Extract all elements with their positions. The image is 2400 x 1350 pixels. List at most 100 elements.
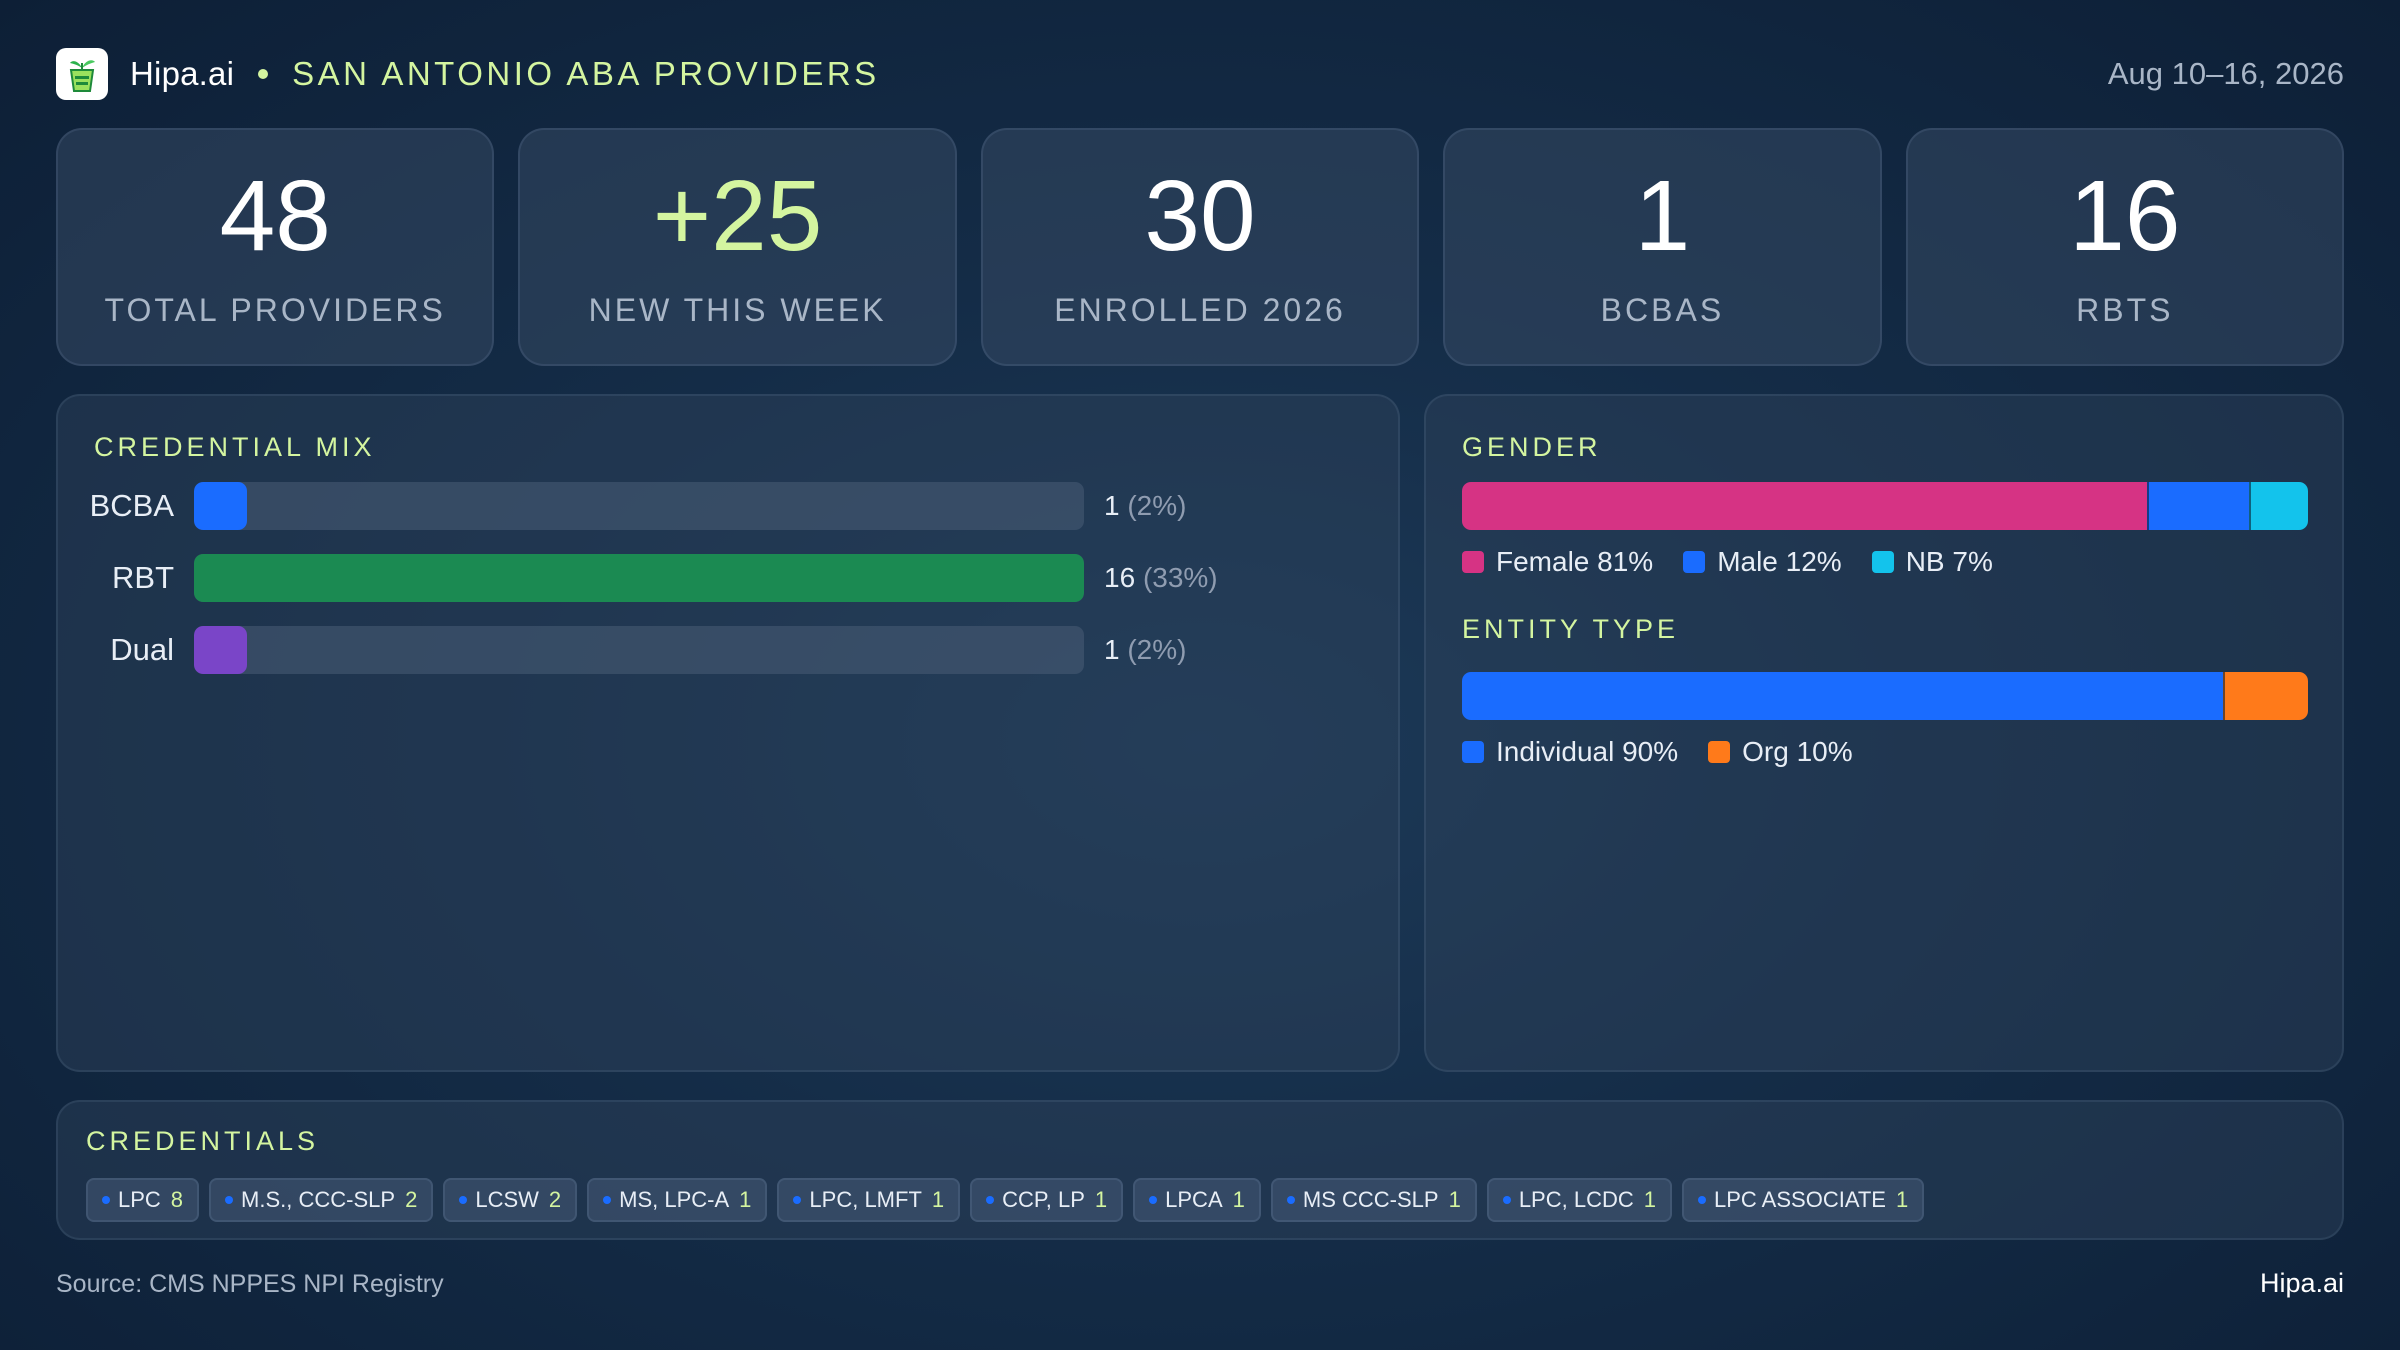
credentials-panel: CREDENTIALS LPC 8 M.S., CCC-SLP 2 LCSW 2 MS, L… (56, 1100, 2344, 1240)
panel-title: CREDENTIAL MIX (94, 432, 376, 462)
bar-count: 1 (1104, 490, 1120, 521)
legend-item: Female 81% (1462, 546, 1653, 578)
kpi-value: 30 (1144, 159, 1256, 272)
bar-track (194, 554, 1084, 602)
legend-label: Individual 90% (1496, 736, 1679, 767)
legend-item: Male 12% (1683, 546, 1842, 578)
bar-count: 1 (1104, 634, 1120, 665)
panel-title: CREDENTIALS (86, 1126, 320, 1156)
bar-segment (1462, 482, 2148, 530)
chip-label: MS, LPC-A (619, 1187, 730, 1212)
legend-label: Male 12% (1717, 546, 1842, 577)
chip-count: 2 (548, 1187, 562, 1212)
bar-fill (194, 482, 248, 530)
credential-chip: MS CCC-SLP 1 (1270, 1178, 1477, 1222)
chip-label: LPCA (1165, 1187, 1223, 1212)
legend-swatch (1708, 741, 1731, 763)
chip-label: CCP, LP (1002, 1187, 1085, 1212)
credential-mix-panel: CREDENTIAL MIX BCBA 1 (2%) RBT 16 (33%) … (56, 394, 1400, 1072)
bullet-dot-icon (1502, 1196, 1511, 1204)
kpi-value: 1 (1634, 159, 1691, 272)
bar-segment (2223, 672, 2308, 720)
gender-title: GENDER (1462, 432, 1602, 462)
legend-swatch (1871, 551, 1894, 573)
kpi-new-this-week: +25 NEW THIS WEEK (518, 128, 957, 366)
gender-legend: Female 81% Male 12% NB 7% (1462, 546, 1993, 578)
credential-chip: M.S., CCC-SLP 2 (209, 1178, 434, 1222)
bar-percent: (2%) (1127, 490, 1187, 521)
credential-chip-list: LPC 8 M.S., CCC-SLP 2 LCSW 2 MS, LPC-A 1 LPC, LM… (86, 1178, 1925, 1222)
bullet-dot-icon (1697, 1196, 1706, 1204)
credential-chip: LPC ASSOCIATE 1 (1681, 1178, 1925, 1222)
kpi-value: 16 (2069, 159, 2181, 272)
credential-chip: LPC, LMFT 1 (777, 1178, 961, 1222)
bar-row-dual: Dual 1 (2%) (58, 626, 1186, 674)
chip-count: 1 (1094, 1187, 1108, 1212)
chip-label: M.S., CCC-SLP (241, 1187, 396, 1212)
kpi-label: ENROLLED 2026 (1054, 291, 1346, 328)
kpi-total-providers: 48 TOTAL PROVIDERS (56, 128, 495, 366)
bar-percent: (33%) (1142, 562, 1218, 593)
kpi-value: 48 (219, 159, 331, 272)
kpi-enrolled-2026: 30 ENROLLED 2026 (980, 128, 1420, 366)
brand-name: Hipa.ai (130, 55, 235, 92)
bar-track (194, 482, 1084, 530)
bar-fill (194, 626, 248, 674)
gender-stacked-bar (1462, 482, 2308, 530)
chip-count: 2 (405, 1187, 418, 1212)
bar-fill (194, 554, 1084, 602)
bar-row-rbt: RBT 16 (33%) (58, 554, 1218, 602)
credential-chip: LPC 8 (86, 1178, 200, 1222)
bar-label: RBT (112, 560, 174, 595)
bar-value: 1 (2%) (1104, 490, 1186, 522)
chip-label: LPC (118, 1187, 161, 1212)
bar-value: 16 (33%) (1104, 562, 1218, 594)
bar-segment (2248, 482, 2308, 530)
entity-legend: Individual 90% Org 10% (1462, 736, 1853, 768)
chip-count: 1 (1643, 1187, 1656, 1212)
bullet-dot-icon (459, 1196, 468, 1204)
bar-segment (1462, 672, 2224, 720)
bar-percent: (2%) (1127, 634, 1187, 665)
header: Hipa.ai SAN ANTONIO ABA PROVIDERS Aug 10… (56, 46, 2344, 102)
bullet-dot-icon (986, 1196, 995, 1204)
chip-label: LCSW (475, 1187, 539, 1212)
separator-dot (258, 69, 269, 79)
entity-stacked-bar (1462, 672, 2308, 720)
chip-label: LPC, LMFT (809, 1187, 922, 1212)
bullet-dot-icon (102, 1196, 110, 1204)
bullet-dot-icon (603, 1196, 612, 1204)
kpi-value: +25 (652, 159, 823, 272)
kpi-rbts: 16 RBTS (1905, 128, 2345, 366)
chip-count: 1 (931, 1187, 945, 1212)
plant-cup-icon (56, 48, 108, 100)
chip-count: 1 (739, 1187, 752, 1212)
kpi-bcbas: 1 BCBAS (1443, 128, 1882, 366)
date-range: Aug 10–16, 2026 (2107, 56, 2344, 91)
chip-label: LPC, LCDC (1518, 1187, 1634, 1212)
demographics-panel: GENDER Female 81% Male 12% NB 7% ENTITY TY… (1424, 394, 2344, 1072)
credential-chip: LPCA 1 (1133, 1178, 1261, 1222)
bar-label: Dual (110, 632, 174, 667)
chip-label: LPC ASSOCIATE (1713, 1187, 1886, 1212)
footer-brand: Hipa.ai (2259, 1268, 2344, 1298)
source-note: Source: CMS NPPES NPI Registry (56, 1270, 444, 1298)
legend-swatch (1683, 551, 1706, 573)
legend-swatch (1462, 741, 1484, 763)
legend-label: Female 81% (1496, 546, 1654, 577)
kpi-row: 48 TOTAL PROVIDERS +25 NEW THIS WEEK 30 … (56, 128, 2345, 366)
entity-type-title: ENTITY TYPE (1462, 614, 1680, 644)
bar-count: 16 (1104, 562, 1136, 593)
bar-value: 1 (2%) (1104, 634, 1186, 666)
bullet-dot-icon (225, 1196, 234, 1204)
kpi-label: BCBAS (1600, 291, 1725, 328)
bar-row-bcba: BCBA 1 (2%) (58, 482, 1186, 530)
legend-label: NB 7% (1905, 546, 1993, 577)
credential-chip: CCP, LP 1 (970, 1178, 1124, 1222)
credential-chip: MS, LPC-A 1 (587, 1178, 768, 1222)
chip-count: 1 (1232, 1187, 1245, 1212)
chip-label: MS CCC-SLP (1302, 1187, 1439, 1212)
bar-track (194, 626, 1084, 674)
kpi-label: RBTS (2076, 291, 2174, 328)
credential-chip: LPC, LCDC 1 (1486, 1178, 1672, 1222)
